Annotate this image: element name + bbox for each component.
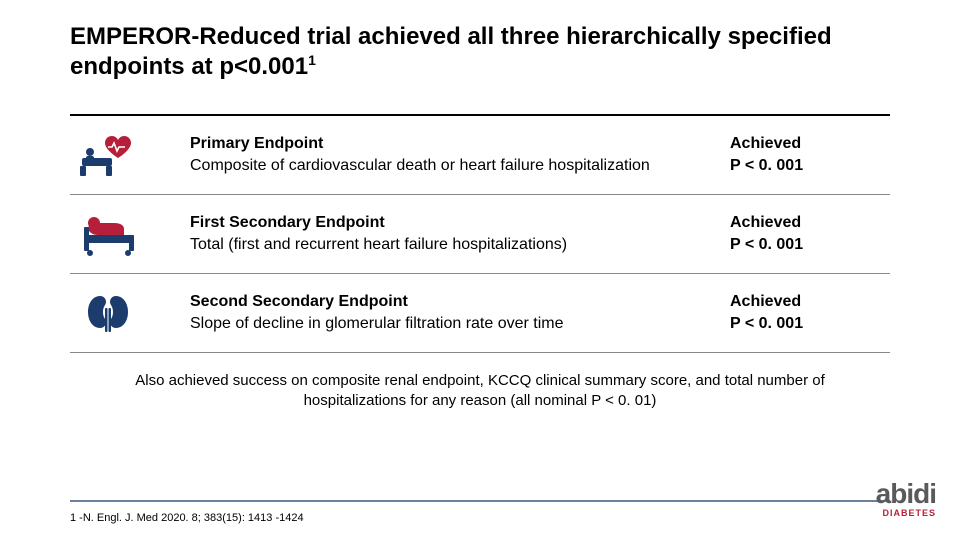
endpoints-table: Primary Endpoint Composite of cardiovasc… [70, 114, 890, 353]
result-pvalue: P < 0. 001 [730, 234, 890, 256]
table-row: First Secondary Endpoint Total (first an… [70, 195, 890, 274]
result-achieved: Achieved [730, 212, 890, 234]
result-achieved: Achieved [730, 133, 890, 155]
result-pvalue: P < 0. 001 [730, 313, 890, 335]
endpoint-text: Primary Endpoint Composite of cardiovasc… [190, 133, 730, 176]
icon-cell [70, 209, 190, 259]
hospital-bed-icon [78, 209, 148, 259]
slide: EMPEROR-Reduced trial achieved all three… [0, 0, 960, 540]
reference-text: 1 -N. Engl. J. Med 2020. 8; 383(15): 141… [70, 512, 304, 524]
result-pvalue: P < 0. 001 [730, 155, 890, 177]
icon-cell [70, 288, 190, 338]
slide-title: EMPEROR-Reduced trial achieved all three… [70, 22, 890, 82]
endpoint-text: First Secondary Endpoint Total (first an… [190, 212, 730, 255]
endpoint-result: Achieved P < 0. 001 [730, 291, 890, 334]
icon-cell [70, 130, 190, 180]
result-achieved: Achieved [730, 291, 890, 313]
logo-main-text: abidi [876, 478, 936, 510]
endpoint-title: Second Secondary Endpoint [190, 291, 710, 313]
footer-divider [70, 500, 890, 502]
endpoint-text: Second Secondary Endpoint Slope of decli… [190, 291, 730, 334]
footnote-text: Also achieved success on composite renal… [70, 371, 890, 412]
endpoint-title: Primary Endpoint [190, 133, 710, 155]
endpoint-title: First Secondary Endpoint [190, 212, 710, 234]
endpoint-desc: Composite of cardiovascular death or hea… [190, 157, 650, 174]
title-text: EMPEROR-Reduced trial achieved all three… [70, 23, 832, 80]
endpoint-desc: Total (first and recurrent heart failure… [190, 236, 567, 253]
endpoint-desc: Slope of decline in glomerular filtratio… [190, 315, 564, 332]
endpoint-result: Achieved P < 0. 001 [730, 212, 890, 255]
table-row: Second Secondary Endpoint Slope of decli… [70, 274, 890, 353]
endpoint-result: Achieved P < 0. 001 [730, 133, 890, 176]
title-superscript: 1 [308, 52, 316, 68]
brand-logo: abidi DIABETES [876, 478, 936, 518]
kidneys-icon [78, 288, 148, 338]
table-row: Primary Endpoint Composite of cardiovasc… [70, 116, 890, 195]
logo-sub-text: DIABETES [876, 508, 936, 518]
heart-monitor-icon [78, 130, 148, 180]
